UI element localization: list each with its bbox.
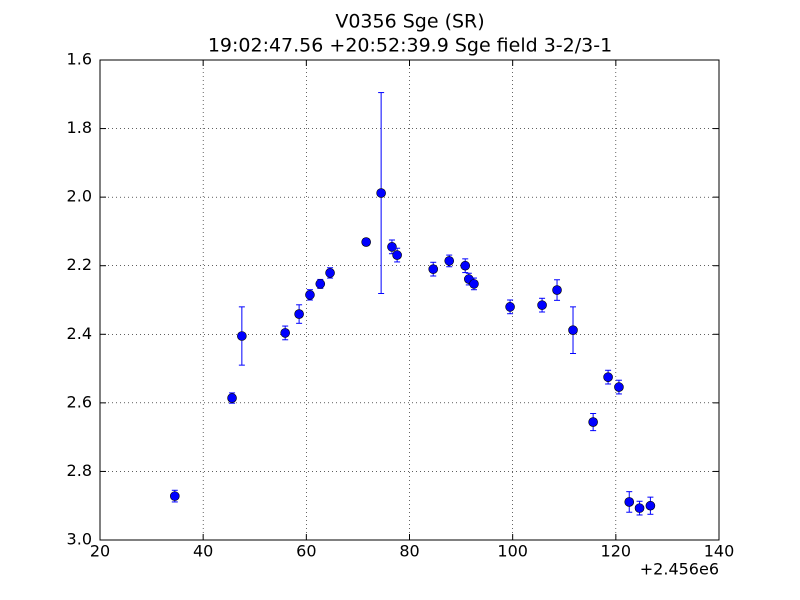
data-point	[325, 268, 335, 278]
chart-title: V0356 Sge (SR)	[335, 11, 484, 33]
y-tick-label: 1.8	[67, 118, 92, 137]
data-point	[634, 503, 645, 513]
data-point	[387, 242, 397, 252]
data-point	[428, 264, 439, 274]
data-point	[469, 279, 479, 289]
data-point	[624, 497, 635, 507]
data-point	[294, 309, 304, 319]
data-point	[280, 328, 290, 338]
y-tick-label: 3.0	[67, 530, 92, 549]
data-point	[361, 237, 371, 247]
x-tick-label: 140	[704, 542, 735, 561]
data-point	[460, 260, 471, 271]
data-point	[315, 279, 326, 289]
data-point	[227, 393, 237, 403]
x-tick-label: 40	[193, 542, 213, 561]
y-tick-label: 2.6	[67, 392, 92, 411]
x-offset-label: +2.456e6	[640, 560, 719, 579]
y-tick-label: 2.8	[67, 461, 92, 480]
data-point	[603, 372, 613, 382]
x-tick-label: 20	[90, 542, 110, 561]
x-tick-label: 120	[601, 542, 632, 561]
data-point	[392, 250, 402, 260]
chart-subtitle: 19:02:47.56 +20:52:39.9 Sge field 3-2/3-…	[208, 35, 612, 57]
data-point	[237, 331, 247, 341]
y-tick-label: 2.0	[67, 187, 92, 206]
data-point	[444, 256, 455, 266]
data-point	[645, 500, 656, 511]
data-point	[537, 300, 547, 310]
data-point	[376, 188, 386, 198]
y-tick-label: 2.2	[67, 255, 92, 274]
data-point	[568, 325, 578, 335]
x-tick-label: 80	[399, 542, 419, 561]
x-tick-label: 100	[497, 542, 528, 561]
data-point	[169, 491, 180, 501]
data-point	[305, 290, 315, 300]
data-point	[552, 285, 562, 295]
data-point	[588, 417, 598, 427]
data-point	[614, 382, 624, 392]
y-tick-label: 1.6	[67, 50, 92, 69]
x-tick-label: 60	[296, 542, 316, 561]
data-point	[505, 302, 515, 312]
y-tick-label: 2.4	[67, 324, 92, 343]
plot-frame	[99, 59, 720, 541]
